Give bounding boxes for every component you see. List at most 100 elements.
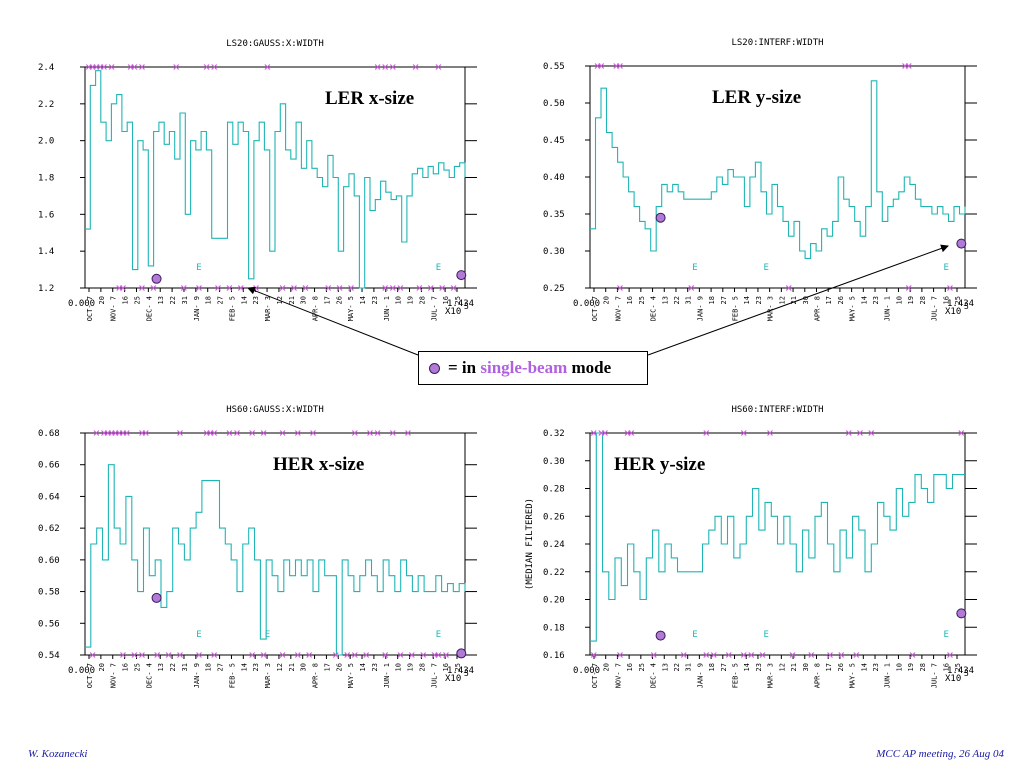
- marker-stroke: [397, 652, 404, 658]
- y-tick-label: 0.22: [543, 568, 565, 578]
- e-label: E: [436, 630, 441, 640]
- x-tick-label: 18: [708, 663, 716, 671]
- x-tick-label: 20: [603, 663, 611, 671]
- x-tick-label: OCT- 7: [591, 663, 599, 688]
- run-marker: [947, 285, 953, 291]
- x-tick-label: 12: [778, 663, 786, 671]
- marker-stroke: [416, 285, 423, 291]
- marker-stroke: [215, 285, 221, 291]
- marker-stroke: [650, 652, 657, 658]
- marker-stroke: [703, 652, 710, 658]
- marker-stroke: [249, 652, 256, 658]
- x-tick-label: 25: [954, 296, 962, 304]
- x-tick-label: 23: [755, 663, 763, 671]
- marker-stroke: [427, 285, 434, 291]
- marker-stroke: [131, 64, 138, 70]
- run-marker: [310, 430, 316, 436]
- y-tick-label: 2.0: [38, 137, 54, 147]
- marker-stroke: [177, 430, 183, 436]
- x-tick-label: 26: [837, 296, 845, 304]
- marker-stroke: [808, 652, 815, 658]
- marker-stroke: [405, 430, 411, 436]
- y-tick-label: 0.55: [543, 62, 565, 72]
- x-tick-label: 26: [837, 663, 845, 671]
- x-tick-label: 18: [205, 663, 213, 671]
- x-tick-label: 14: [743, 296, 751, 304]
- x-axis-exponent: 5: [464, 669, 469, 678]
- run-marker: [180, 285, 187, 291]
- y-tick-label: 0.24: [543, 540, 565, 550]
- run-marker: [139, 64, 145, 70]
- y-tick-label: 0.40: [543, 173, 565, 183]
- marker-stroke: [435, 64, 442, 70]
- marker-stroke: [759, 652, 766, 658]
- run-marker: [211, 64, 218, 70]
- y-tick-label: 0.62: [38, 524, 60, 534]
- x-axis-multiplier: X10: [945, 307, 961, 317]
- x-tick-label: 25: [133, 296, 141, 304]
- marker-stroke: [602, 430, 608, 436]
- run-marker: [617, 652, 623, 658]
- legend-highlight: single-beam: [480, 358, 568, 377]
- x-tick-label: 28: [418, 296, 426, 304]
- x-tick-label: 14: [860, 296, 868, 304]
- x-tick-label: 16: [122, 296, 130, 304]
- y-tick-label: 0.50: [543, 99, 565, 109]
- marker-stroke: [590, 430, 597, 436]
- x-tick-label: 28: [418, 663, 426, 671]
- y-tick-label: 0.56: [38, 619, 60, 629]
- marker-stroke: [408, 652, 415, 658]
- x-tick-label: 26: [335, 663, 343, 671]
- y-tick-label: 0.45: [543, 136, 565, 146]
- x-tick-label: FEB- 5: [228, 296, 236, 321]
- marker-stroke: [294, 652, 301, 658]
- x-tick-label: 23: [252, 663, 260, 671]
- run-marker: [306, 652, 313, 658]
- x-tick-label: MAR- 3: [264, 296, 272, 321]
- run-marker: [215, 285, 221, 291]
- single-beam-point: [456, 270, 467, 281]
- chart-title: LS20:GAUSS:X:WIDTH: [226, 39, 324, 49]
- x-axis-end: 1.434: [447, 666, 474, 676]
- y-tick-label: 0.28: [543, 485, 565, 495]
- marker-stroke: [857, 430, 863, 436]
- x-tick-label: OCT- 7: [86, 296, 94, 321]
- chart-annotation: LER y-size: [712, 87, 801, 108]
- marker-stroke: [590, 652, 597, 658]
- x-tick-label: JAN- 9: [193, 663, 201, 688]
- marker-stroke: [294, 430, 301, 436]
- x-tick-label: 18: [205, 296, 213, 304]
- data-trace: [590, 432, 965, 642]
- run-marker: [416, 285, 423, 291]
- run-marker: [367, 430, 373, 436]
- run-marker: [131, 64, 138, 70]
- single-beam-point: [655, 212, 666, 223]
- marker-stroke: [905, 63, 912, 69]
- run-marker: [89, 652, 96, 658]
- x-tick-label: 10: [395, 296, 403, 304]
- run-marker: [827, 652, 833, 658]
- x-tick-label: OCT- 7: [86, 663, 94, 688]
- run-marker: [389, 430, 396, 436]
- run-marker: [336, 285, 343, 291]
- x-tick-label: 10: [895, 296, 903, 304]
- run-marker: [628, 430, 635, 436]
- run-marker: [177, 652, 183, 658]
- run-marker: [905, 285, 912, 291]
- run-marker: [211, 430, 218, 436]
- run-marker: [120, 285, 126, 291]
- marker-stroke: [680, 652, 687, 658]
- x-tick-label: 17: [825, 663, 833, 671]
- x-tick-label: NOV- 7: [614, 296, 622, 321]
- x-tick-label: 14: [743, 663, 751, 671]
- x-tick-label: 27: [217, 663, 225, 671]
- x-tick-label: 31: [181, 663, 189, 671]
- x-tick-label: 14: [240, 296, 248, 304]
- x-tick-label: 12: [778, 296, 786, 304]
- x-tick-label: MAY- 5: [347, 663, 355, 688]
- marker-stroke: [374, 430, 381, 436]
- run-marker: [412, 64, 419, 70]
- marker-stroke: [120, 285, 126, 291]
- y-tick-label: 0.30: [543, 247, 565, 257]
- run-marker: [909, 652, 916, 658]
